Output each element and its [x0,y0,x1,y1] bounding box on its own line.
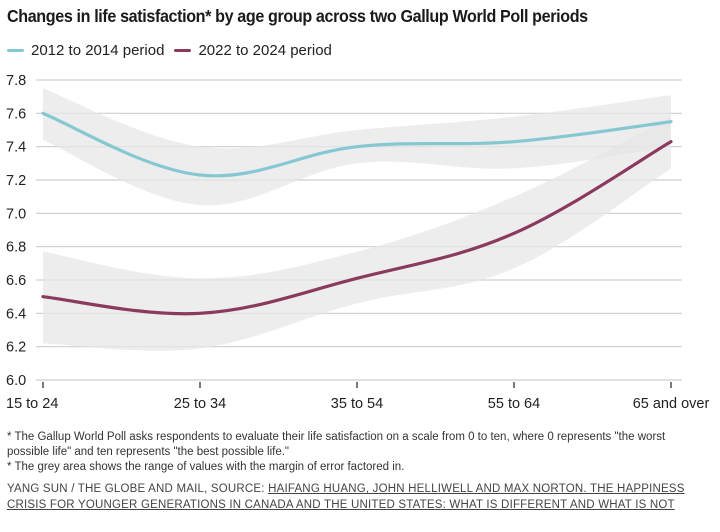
x-tick-label: 25 to 34 [174,396,226,412]
x-tick-label: 35 to 54 [331,396,383,412]
legend-item-2012-2014: 2012 to 2014 period [7,42,164,59]
y-tick-label: 6.2 [6,340,26,356]
footnotes: * The Gallup World Poll asks respondents… [7,430,707,475]
y-tick-label: 6.0 [6,373,26,389]
y-tick-label: 6.6 [6,273,26,289]
source-link[interactable]: HAIFANG HUANG, JOHN HELLIWELL AND MAX NO… [7,483,685,511]
legend: 2012 to 2014 period 2022 to 2024 period [7,42,342,59]
y-tick-label: 7.6 [6,106,26,122]
y-tick-label: 6.8 [6,240,26,256]
x-tick-label: 55 to 64 [488,396,540,412]
series-line-2022-2024 [41,140,673,316]
y-tick-label: 6.4 [6,306,26,322]
legend-item-2022-2024: 2022 to 2024 period [174,42,332,59]
y-tick-label: 7.0 [6,206,26,222]
chart-title: Changes in life satisfaction* by age gro… [7,6,588,26]
credit-prefix: YANG SUN / THE GLOBE AND MAIL, SOURCE: [7,483,269,495]
y-tick-label: 7.8 [6,73,26,89]
series-line-2012-2014 [41,111,673,178]
credit-line: YANG SUN / THE GLOBE AND MAIL, SOURCE: H… [7,481,707,513]
legend-label-2022-2024: 2022 to 2024 period [198,42,332,59]
legend-swatch-2022-2024 [174,49,192,52]
x-tick-label: 65 and over [633,396,710,412]
footnote-scale: * The Gallup World Poll asks respondents… [7,431,666,458]
footnote-grey-area: * The grey area shows the range of value… [7,461,405,473]
y-tick-label: 7.4 [6,140,26,156]
error-band-2022-2024 [43,116,671,351]
x-tick-label: 15 to 24 [6,396,58,412]
line-chart: 6.0 6.2 6.4 6.6 6.8 7.0 7.2 7.4 7.6 7.8 15 to 24 25… [6,73,710,412]
legend-swatch-2012-2014 [7,49,24,52]
y-tick-label: 7.2 [6,173,26,189]
legend-label-2012-2014: 2012 to 2014 period [31,42,165,59]
